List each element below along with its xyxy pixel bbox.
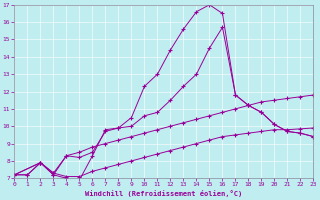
- X-axis label: Windchill (Refroidissement éolien,°C): Windchill (Refroidissement éolien,°C): [85, 190, 243, 197]
